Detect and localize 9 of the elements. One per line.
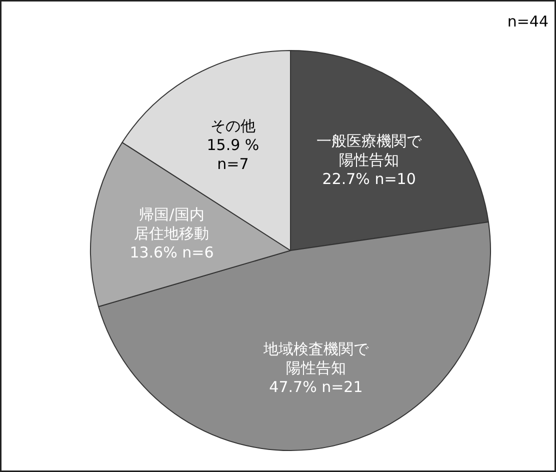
data-label: 22.7% n=10 [322, 170, 416, 188]
slice-label: 帰国/国内居住地移動 [134, 205, 210, 242]
slice-label: 地域検査機関で陽性告知 [262, 340, 370, 377]
data-label: 15.9 % n=7 [206, 136, 260, 174]
slice-label: その他 [210, 117, 256, 136]
data-label: 13.6% n=6 [130, 243, 214, 262]
slice-label: 一般医療機関で陽性告知 [316, 132, 423, 169]
text: n=44 [507, 12, 549, 30]
data-label: 47.7% n=21 [269, 378, 363, 396]
